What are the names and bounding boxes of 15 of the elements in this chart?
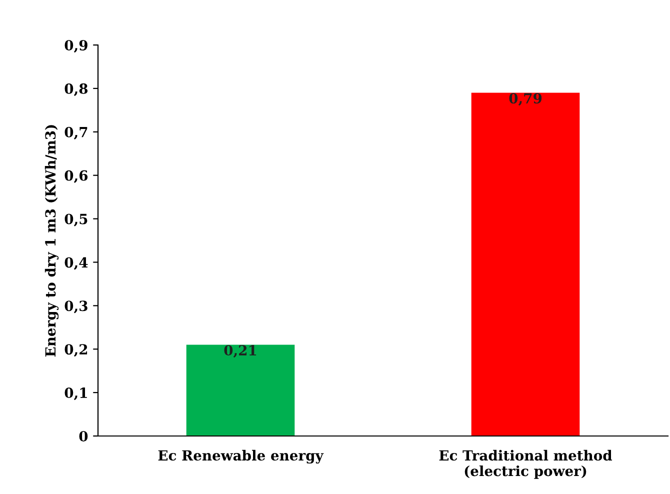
data-label: 0,21 xyxy=(224,345,256,358)
x-tick-label: Ec Renewable energy xyxy=(158,450,324,464)
y-tick-label: 0,5 xyxy=(64,214,88,226)
y-tick-label: 0,6 xyxy=(64,170,88,183)
y-tick-label: 0,3 xyxy=(64,300,88,314)
y-axis-title: Energy to dry 1 m3 (KWh/m3) xyxy=(44,125,59,357)
y-tick-label: 0,7 xyxy=(64,126,88,140)
y-tick-label: 0,2 xyxy=(64,344,88,357)
y-tick-label: 0,1 xyxy=(64,388,87,400)
y-tick-label: 0 xyxy=(79,430,88,442)
y-tick-label: 0,8 xyxy=(64,83,88,96)
y-tick-label: 0,9 xyxy=(64,40,88,53)
x-tick-label: Ec Traditional method (electric power) xyxy=(439,450,612,479)
y-tick-label: 0,4 xyxy=(64,257,88,270)
data-label: 0,79 xyxy=(509,93,542,106)
